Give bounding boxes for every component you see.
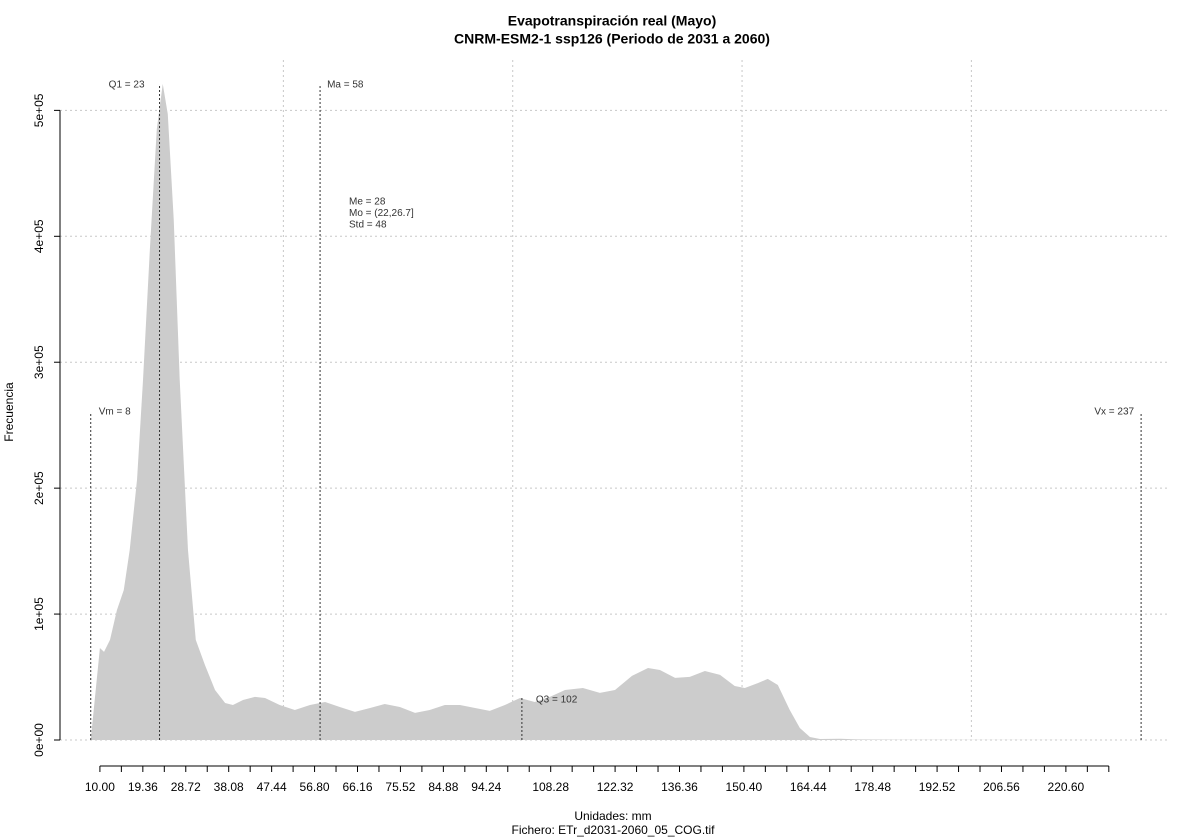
marker-label: Vm = 8 (99, 407, 131, 418)
x-tick-label: 206.56 (983, 780, 1020, 794)
marker-label: Q3 = 102 (536, 695, 578, 706)
caption: Fichero: ETr_d2031-2060_05_COG.tif (512, 823, 716, 837)
x-tick-label: 56.80 (300, 780, 330, 794)
x-tick-label: 28.72 (171, 780, 201, 794)
x-tick-label: 19.36 (128, 780, 158, 794)
x-tick-label: 136.36 (661, 780, 698, 794)
marker-label: Q1 = 23 (109, 80, 145, 91)
y-axis-label: Frecuencia (2, 382, 16, 442)
density-area (90, 83, 1128, 741)
x-tick-label: 38.08 (214, 780, 244, 794)
x-axis-label: Unidades: mm (574, 809, 651, 823)
y-tick-label: 5e+05 (32, 93, 46, 127)
x-tick-label: 192.52 (919, 780, 956, 794)
y-tick-label: 3e+05 (32, 345, 46, 379)
x-tick-label: 178.48 (854, 780, 891, 794)
x-tick-label: 220.60 (1048, 780, 1085, 794)
stat-label: Std = 48 (349, 220, 387, 231)
y-tick-label: 1e+05 (32, 597, 46, 631)
x-tick-label: 122.32 (597, 780, 634, 794)
x-tick-label: 94.24 (471, 780, 501, 794)
x-tick-label: 164.44 (790, 780, 827, 794)
chart-subtitle: CNRM-ESM2-1 ssp126 (Periodo de 2031 a 20… (454, 31, 770, 47)
x-tick-label: 47.44 (257, 780, 287, 794)
y-tick-label: 0e+00 (32, 723, 46, 757)
marker-label: Vx = 237 (1094, 407, 1134, 418)
x-tick-label: 150.40 (726, 780, 763, 794)
stat-label: Me = 28 (349, 197, 386, 208)
x-tick-label: 75.52 (385, 780, 415, 794)
marker-label: Ma = 58 (327, 80, 364, 91)
y-tick-label: 4e+05 (32, 219, 46, 253)
x-tick-label: 10.00 (85, 780, 115, 794)
y-tick-label: 2e+05 (32, 471, 46, 505)
x-tick-label: 66.16 (342, 780, 372, 794)
x-tick-label: 84.88 (428, 780, 458, 794)
stat-label: Mo = (22,26.7] (349, 208, 414, 219)
chart-title: Evapotranspiración real (Mayo) (508, 13, 717, 29)
x-tick-label: 108.28 (532, 780, 569, 794)
